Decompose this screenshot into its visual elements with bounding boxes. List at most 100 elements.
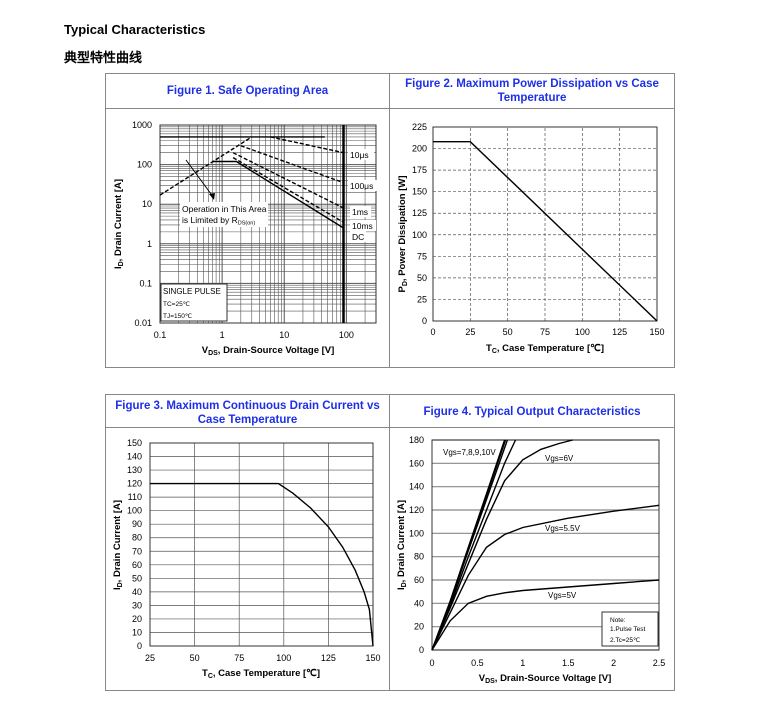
y-axis-label-sub: D (401, 582, 408, 587)
arrow-head-icon (209, 193, 215, 200)
y-axis-label-rest: , Drain Current [A] (396, 500, 407, 582)
x-tick-label: 0.5 (471, 658, 484, 668)
y-tick-label: 60 (132, 560, 142, 570)
note-line: TJ=150℃ (163, 313, 193, 320)
curve-label-bg (350, 220, 376, 231)
y-tick-label: 25 (417, 294, 427, 304)
x-axis-label-rest: , Case Temperature [℃] (213, 668, 320, 679)
figure-3-plot: 25 50 75 100 125 150 0 10 20 30 40 50 60 70 80 90 100 110… (112, 438, 381, 680)
x-tick-label: 10 (279, 330, 289, 340)
x-axis-label-rest: , Case Temperature [℃] (497, 343, 604, 354)
y-axis-label-main: I (112, 587, 123, 590)
x-axis-label-rest: , Drain-Source Voltage [V] (495, 673, 611, 684)
x-axis-label: VDS, Drain-Source Voltage [V] (479, 673, 612, 685)
y-tick-label: 20 (132, 614, 142, 624)
series-line-vgs-10v (431, 439, 506, 651)
y-tick-label: 110 (128, 492, 142, 502)
y-tick-label: 10 (132, 627, 142, 637)
note-line: TC=25℃ (163, 301, 191, 308)
x-tick-label: 1 (520, 658, 525, 668)
curve-label: 100μs (350, 181, 373, 191)
curve-label: 10μs (350, 150, 369, 160)
y-axis-label-main: I (113, 266, 124, 269)
x-tick-label: 0 (430, 327, 435, 337)
curve-label: Vgs=5V (548, 591, 577, 600)
curve-label: DC (352, 232, 364, 242)
y-tick-label: 30 (132, 600, 142, 610)
x-axis-label: TC, Case Temperature [℃] (202, 668, 320, 680)
figure-2-title-line1: Figure 2. Maximum Power Dissipation vs C… (405, 78, 659, 90)
x-tick-label: 75 (234, 653, 244, 663)
y-tick-label: 90 (132, 519, 142, 529)
y-axis-label-sub: D (118, 261, 125, 266)
x-axis-label-sub: DS (485, 678, 495, 685)
y-tick-label: 120 (127, 479, 142, 489)
x-axis-label-main: T (486, 343, 492, 354)
curve-label: 10ms (352, 221, 373, 231)
note-box (160, 283, 228, 322)
series-line-vgs-5v (431, 579, 660, 651)
figure-3-title-line1: Figure 3. Maximum Continuous Drain Curre… (115, 400, 380, 412)
series-line-1ms (232, 152, 344, 209)
y-tick-label: 100 (412, 230, 427, 240)
series-line-dc (212, 160, 344, 229)
y-tick-label: 80 (132, 533, 142, 543)
y-tick-label: 150 (127, 438, 142, 448)
annotation-line2: is Limited by RDS(on) (182, 215, 255, 227)
annotation-arrow (185, 159, 215, 199)
section-heading-cn: 典型特性曲线 (64, 51, 143, 66)
figure-2-title: Figure 2. Maximum Power Dissipation vs C… (389, 77, 675, 105)
y-axis-label: ID, Drain Current [A] (113, 179, 125, 269)
y-tick-label: 175 (412, 165, 427, 175)
x-axis-label: VDS, Drain-Source Voltage [V] (202, 345, 335, 357)
series-line-100-s (240, 145, 344, 184)
y-tick-label: 100 (409, 528, 424, 538)
plot-frame (432, 126, 658, 322)
y-tick-label: 1000 (132, 120, 152, 130)
x-tick-label: 1.5 (562, 658, 575, 668)
y-tick-label: 130 (127, 465, 142, 475)
y-tick-label: 80 (414, 552, 424, 562)
grid (149, 442, 374, 647)
y-axis-label-sub: D (117, 582, 124, 587)
x-axis-label-sub: C (492, 348, 497, 355)
note-line: Note: (610, 617, 626, 624)
row2-header-divider (105, 427, 675, 428)
x-axis-label-rest: , Drain-Source Voltage [V] (218, 345, 334, 356)
y-axis-label-main: P (397, 285, 408, 292)
x-tick-label: 100 (276, 653, 291, 663)
figure-2-title-line2: Temperature (497, 92, 567, 104)
note-line: 1.Pulse Test (610, 626, 645, 633)
note-line: SINGLE PULSE (163, 287, 221, 296)
x-tick-label: 1 (220, 330, 225, 340)
y-axis-label-main: I (396, 587, 407, 590)
x-tick-label: 0.1 (154, 330, 167, 340)
y-axis-label-rest: , Drain Current [A] (113, 179, 124, 261)
x-tick-label: 100 (575, 327, 590, 337)
curve-label-bg (350, 231, 366, 242)
x-tick-label: 0 (429, 658, 434, 668)
y-tick-label: 60 (414, 575, 424, 585)
y-tick-label: 120 (409, 505, 424, 515)
y-axis-label-rest: , Power Dissipation [W] (397, 176, 408, 282)
figure-4-annotations: Vgs=7,8,9,10V Vgs=6V Vgs=5.5V Vgs=5V Note: 1.… (443, 448, 659, 647)
annotation-bg (180, 202, 268, 227)
y-tick-label: 50 (417, 273, 427, 283)
y-tick-label: 125 (412, 208, 427, 218)
x-tick-label: 2.5 (653, 658, 666, 668)
plot-frame (149, 442, 374, 647)
y-tick-label: 180 (409, 435, 424, 445)
x-tick-label: 50 (503, 327, 513, 337)
x-axis-label-main: V (202, 345, 209, 356)
series-line-vgs-6v (431, 439, 573, 651)
section-heading: Typical Characteristics (64, 22, 206, 37)
y-axis-label: ID, Drain Current [A] (396, 500, 408, 590)
y-tick-label: 140 (127, 452, 142, 462)
x-tick-label: 150 (365, 653, 380, 663)
curve-label: 1ms (352, 207, 368, 217)
row1-header-divider (105, 108, 675, 109)
y-tick-label: 0.01 (134, 318, 152, 328)
figure-1-title: Figure 1. Safe Operating Area (166, 85, 329, 97)
